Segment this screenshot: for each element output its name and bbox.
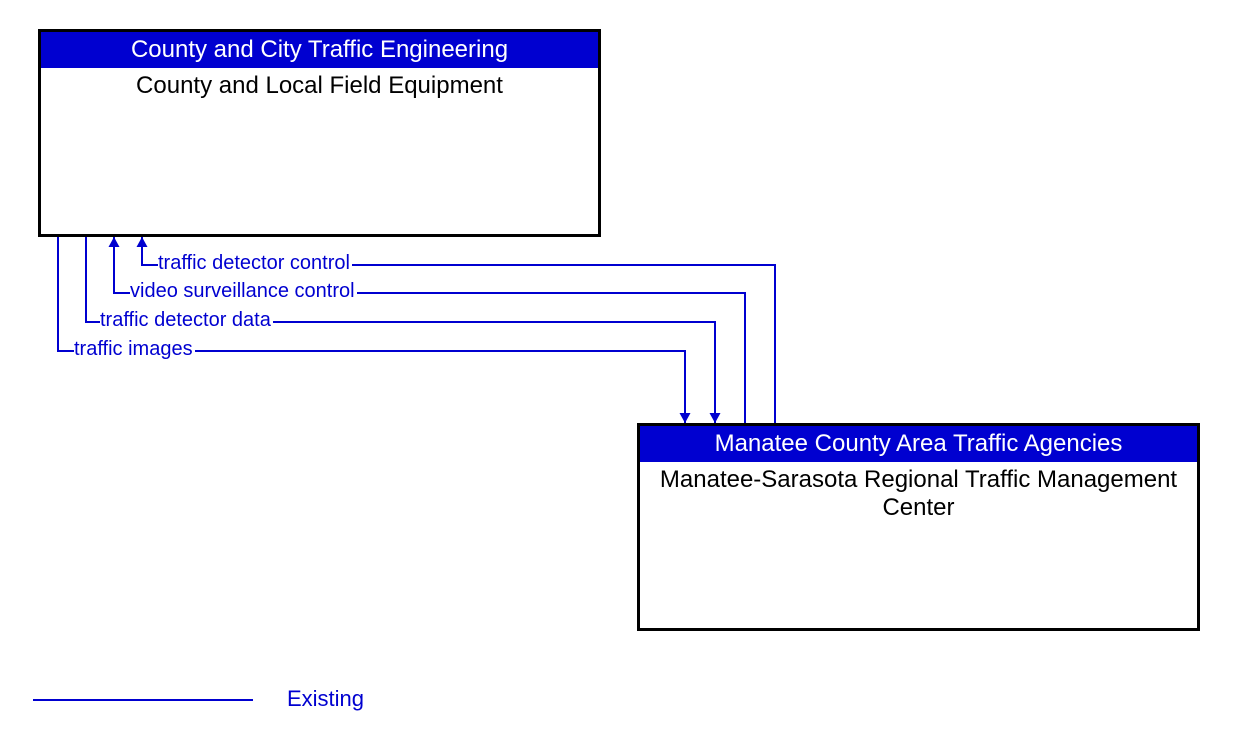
- flow-label-traffic-images: traffic images: [74, 338, 193, 361]
- node-bottom-body: Manatee-Sarasota Regional Traffic Manage…: [640, 462, 1197, 521]
- flow-label-traffic-detector-data: traffic detector data: [100, 309, 271, 332]
- flow-label-video-surveillance-control: video surveillance control: [130, 280, 355, 303]
- node-county-field-equipment: County and City Traffic Engineering Coun…: [38, 29, 601, 237]
- node-manatee-sarasota-tmc: Manatee County Area Traffic Agencies Man…: [637, 423, 1200, 631]
- flow-label-traffic-detector-control: traffic detector control: [158, 252, 350, 275]
- node-bottom-header: Manatee County Area Traffic Agencies: [640, 426, 1197, 462]
- node-top-header: County and City Traffic Engineering: [41, 32, 598, 68]
- node-top-body: County and Local Field Equipment: [41, 68, 598, 100]
- legend-label-existing: Existing: [287, 686, 364, 712]
